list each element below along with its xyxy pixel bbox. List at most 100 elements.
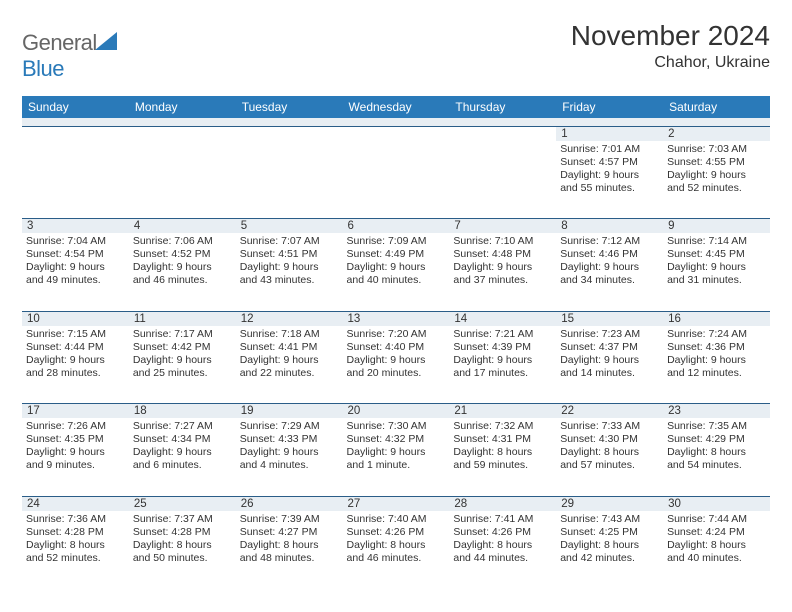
title-block: November 2024 Chahor, Ukraine — [571, 20, 770, 72]
day-sunrise: Sunrise: 7:14 AM — [667, 235, 766, 248]
day-day2: and 52 minutes. — [667, 182, 766, 195]
calendar-body: 12Sunrise: 7:01 AMSunset: 4:57 PMDayligh… — [22, 126, 770, 589]
day-cell: Sunrise: 7:37 AMSunset: 4:28 PMDaylight:… — [129, 511, 236, 589]
day-detail-row: Sunrise: 7:15 AMSunset: 4:44 PMDaylight:… — [22, 326, 770, 404]
day-day1: Daylight: 9 hours — [26, 261, 125, 274]
day-sunset: Sunset: 4:34 PM — [133, 433, 232, 446]
day-day2: and 43 minutes. — [240, 274, 339, 287]
day-number: 30 — [663, 496, 770, 511]
day-day2: and 42 minutes. — [560, 552, 659, 565]
day-sunrise: Sunrise: 7:03 AM — [667, 143, 766, 156]
day-sunrise: Sunrise: 7:07 AM — [240, 235, 339, 248]
brand-part1: General — [22, 30, 97, 55]
day-day1: Daylight: 9 hours — [667, 169, 766, 182]
day-day2: and 22 minutes. — [240, 367, 339, 380]
location-label: Chahor, Ukraine — [571, 54, 770, 72]
day-number: 15 — [556, 311, 663, 326]
day-sunrise: Sunrise: 7:36 AM — [26, 513, 125, 526]
day-sunset: Sunset: 4:30 PM — [560, 433, 659, 446]
day-cell: Sunrise: 7:44 AMSunset: 4:24 PMDaylight:… — [663, 511, 770, 589]
day-sunset: Sunset: 4:46 PM — [560, 248, 659, 261]
day-sunrise: Sunrise: 7:15 AM — [26, 328, 125, 341]
day-number: 21 — [449, 404, 556, 419]
day-sunset: Sunset: 4:40 PM — [347, 341, 446, 354]
day-day1: Daylight: 9 hours — [453, 354, 552, 367]
day-day2: and 48 minutes. — [240, 552, 339, 565]
day-cell: Sunrise: 7:12 AMSunset: 4:46 PMDaylight:… — [556, 233, 663, 311]
day-sunrise: Sunrise: 7:32 AM — [453, 420, 552, 433]
day-sunset: Sunset: 4:51 PM — [240, 248, 339, 261]
day-cell: Sunrise: 7:04 AMSunset: 4:54 PMDaylight:… — [22, 233, 129, 311]
day-number-row: 10111213141516 — [22, 311, 770, 326]
day-day1: Daylight: 8 hours — [667, 539, 766, 552]
day-cell-empty — [129, 141, 236, 219]
day-number: 23 — [663, 404, 770, 419]
day-sunset: Sunset: 4:54 PM — [26, 248, 125, 261]
day-sunset: Sunset: 4:44 PM — [26, 341, 125, 354]
day-sunrise: Sunrise: 7:12 AM — [560, 235, 659, 248]
day-day2: and 44 minutes. — [453, 552, 552, 565]
day-day2: and 1 minute. — [347, 459, 446, 472]
day-sunrise: Sunrise: 7:41 AM — [453, 513, 552, 526]
day-cell: Sunrise: 7:07 AMSunset: 4:51 PMDaylight:… — [236, 233, 343, 311]
day-day2: and 6 minutes. — [133, 459, 232, 472]
day-cell: Sunrise: 7:21 AMSunset: 4:39 PMDaylight:… — [449, 326, 556, 404]
day-cell: Sunrise: 7:18 AMSunset: 4:41 PMDaylight:… — [236, 326, 343, 404]
day-sunrise: Sunrise: 7:20 AM — [347, 328, 446, 341]
day-sunrise: Sunrise: 7:09 AM — [347, 235, 446, 248]
day-day1: Daylight: 9 hours — [26, 354, 125, 367]
day-cell: Sunrise: 7:10 AMSunset: 4:48 PMDaylight:… — [449, 233, 556, 311]
day-sunrise: Sunrise: 7:44 AM — [667, 513, 766, 526]
day-cell-empty — [22, 141, 129, 219]
day-number: 19 — [236, 404, 343, 419]
day-sunrise: Sunrise: 7:33 AM — [560, 420, 659, 433]
day-cell: Sunrise: 7:17 AMSunset: 4:42 PMDaylight:… — [129, 326, 236, 404]
day-number: 28 — [449, 496, 556, 511]
day-day2: and 17 minutes. — [453, 367, 552, 380]
day-cell: Sunrise: 7:40 AMSunset: 4:26 PMDaylight:… — [343, 511, 450, 589]
brand-text: GeneralBlue — [22, 30, 117, 82]
day-sunset: Sunset: 4:26 PM — [453, 526, 552, 539]
day-sunrise: Sunrise: 7:39 AM — [240, 513, 339, 526]
day-cell: Sunrise: 7:03 AMSunset: 4:55 PMDaylight:… — [663, 141, 770, 219]
day-day2: and 37 minutes. — [453, 274, 552, 287]
day-sunrise: Sunrise: 7:27 AM — [133, 420, 232, 433]
day-cell: Sunrise: 7:30 AMSunset: 4:32 PMDaylight:… — [343, 418, 450, 496]
day-day1: Daylight: 8 hours — [26, 539, 125, 552]
brand-logo: GeneralBlue — [22, 20, 117, 82]
day-sunset: Sunset: 4:37 PM — [560, 341, 659, 354]
day-day1: Daylight: 9 hours — [453, 261, 552, 274]
day-day2: and 50 minutes. — [133, 552, 232, 565]
day-sunset: Sunset: 4:55 PM — [667, 156, 766, 169]
day-sunrise: Sunrise: 7:23 AM — [560, 328, 659, 341]
day-cell: Sunrise: 7:39 AMSunset: 4:27 PMDaylight:… — [236, 511, 343, 589]
day-day1: Daylight: 8 hours — [667, 446, 766, 459]
day-cell-empty — [236, 141, 343, 219]
day-cell: Sunrise: 7:20 AMSunset: 4:40 PMDaylight:… — [343, 326, 450, 404]
day-cell: Sunrise: 7:43 AMSunset: 4:25 PMDaylight:… — [556, 511, 663, 589]
day-sunrise: Sunrise: 7:17 AM — [133, 328, 232, 341]
col-friday: Friday — [556, 96, 663, 118]
day-number: 1 — [556, 126, 663, 141]
day-day1: Daylight: 8 hours — [560, 446, 659, 459]
day-sunrise: Sunrise: 7:10 AM — [453, 235, 552, 248]
day-sunset: Sunset: 4:27 PM — [240, 526, 339, 539]
day-sunset: Sunset: 4:33 PM — [240, 433, 339, 446]
day-number-row: 17181920212223 — [22, 404, 770, 419]
day-sunset: Sunset: 4:45 PM — [667, 248, 766, 261]
day-day1: Daylight: 9 hours — [133, 446, 232, 459]
day-day1: Daylight: 8 hours — [453, 446, 552, 459]
day-day1: Daylight: 9 hours — [26, 446, 125, 459]
day-number: 4 — [129, 219, 236, 234]
day-sunset: Sunset: 4:41 PM — [240, 341, 339, 354]
day-sunset: Sunset: 4:36 PM — [667, 341, 766, 354]
day-sunset: Sunset: 4:25 PM — [560, 526, 659, 539]
day-cell: Sunrise: 7:36 AMSunset: 4:28 PMDaylight:… — [22, 511, 129, 589]
day-day2: and 46 minutes. — [133, 274, 232, 287]
day-number-empty — [343, 126, 450, 141]
day-number: 5 — [236, 219, 343, 234]
day-day1: Daylight: 8 hours — [453, 539, 552, 552]
day-detail-row: Sunrise: 7:01 AMSunset: 4:57 PMDaylight:… — [22, 141, 770, 219]
day-day1: Daylight: 9 hours — [667, 261, 766, 274]
day-sunset: Sunset: 4:24 PM — [667, 526, 766, 539]
